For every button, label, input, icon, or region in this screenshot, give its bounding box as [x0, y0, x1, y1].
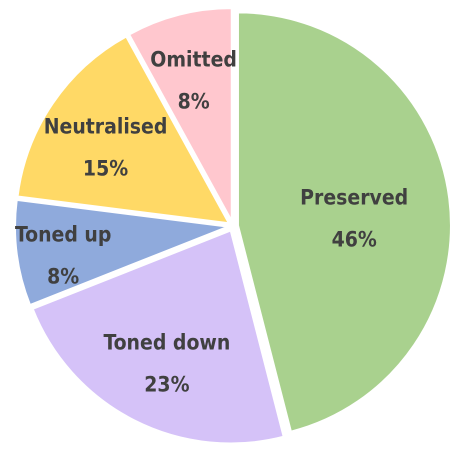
pie-slice-toned-down — [31, 229, 285, 445]
slice-labels: Preserved 46% Toned down 23% Toned up 8% Neutr… — [15, 48, 408, 397]
slice-value-toned-up: 8% — [47, 264, 79, 288]
slice-value-neutralised: 15% — [83, 156, 128, 180]
pie-slice-neutralised — [16, 35, 231, 225]
pie-slice-preserved — [236, 11, 451, 433]
slice-value-omitted: 8% — [178, 90, 210, 114]
slice-label-toned-down: Toned down — [103, 331, 230, 355]
pie-slices — [14, 7, 451, 445]
slice-label-omitted: Omitted — [150, 48, 237, 72]
slice-label-preserved: Preserved — [300, 186, 408, 210]
slice-label-toned-up: Toned up — [15, 222, 111, 246]
slice-value-toned-down: 23% — [144, 373, 189, 397]
slice-label-neutralised: Neutralised — [44, 114, 168, 138]
pie-slice-omitted — [127, 7, 233, 222]
pie-slice-toned-up — [14, 198, 229, 307]
slice-value-preserved: 46% — [332, 228, 377, 252]
